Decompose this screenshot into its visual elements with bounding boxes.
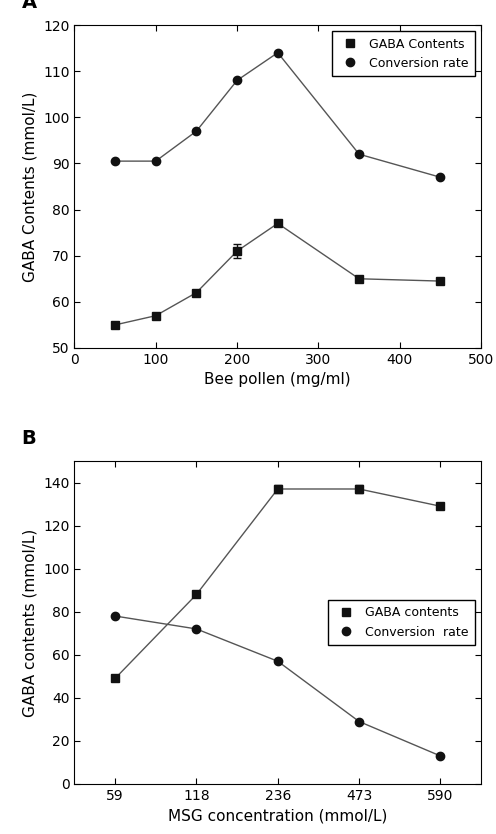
Line: Conversion rate: Conversion rate <box>111 48 444 182</box>
Y-axis label: GABA contents (mmol/L): GABA contents (mmol/L) <box>23 529 38 716</box>
Conversion  rate <box>112 611 118 621</box>
Conversion rate <box>234 75 240 85</box>
GABA contents <box>437 501 443 511</box>
GABA Contents <box>356 274 362 284</box>
GABA Contents <box>275 219 281 229</box>
Line: GABA contents: GABA contents <box>111 485 444 682</box>
GABA Contents <box>437 276 443 286</box>
Conversion rate <box>275 48 281 58</box>
GABA Contents <box>234 246 240 256</box>
Y-axis label: GABA Contents (mmol/L): GABA Contents (mmol/L) <box>22 91 38 282</box>
Conversion rate <box>356 149 362 159</box>
Conversion  rate <box>356 716 362 726</box>
Conversion rate <box>437 173 443 183</box>
GABA Contents <box>153 311 159 321</box>
GABA contents <box>112 674 118 684</box>
GABA contents <box>356 484 362 494</box>
X-axis label: MSG concentration (mmol/L): MSG concentration (mmol/L) <box>168 808 387 823</box>
Conversion  rate <box>193 624 199 634</box>
Line: Conversion  rate: Conversion rate <box>111 612 444 760</box>
X-axis label: Bee pollen (mg/ml): Bee pollen (mg/ml) <box>204 373 351 387</box>
Conversion rate <box>112 156 118 166</box>
Conversion rate <box>153 156 159 166</box>
Conversion  rate <box>275 656 281 666</box>
Legend: GABA Contents, Conversion rate: GABA Contents, Conversion rate <box>332 31 475 76</box>
GABA Contents <box>112 320 118 330</box>
Line: GABA Contents: GABA Contents <box>111 219 444 329</box>
Text: B: B <box>21 429 36 448</box>
Conversion rate <box>193 126 199 136</box>
Conversion  rate <box>437 751 443 761</box>
GABA contents <box>275 484 281 494</box>
GABA Contents <box>193 288 199 298</box>
GABA contents <box>193 590 199 600</box>
Text: A: A <box>21 0 37 13</box>
Legend: GABA contents, Conversion  rate: GABA contents, Conversion rate <box>328 600 475 645</box>
